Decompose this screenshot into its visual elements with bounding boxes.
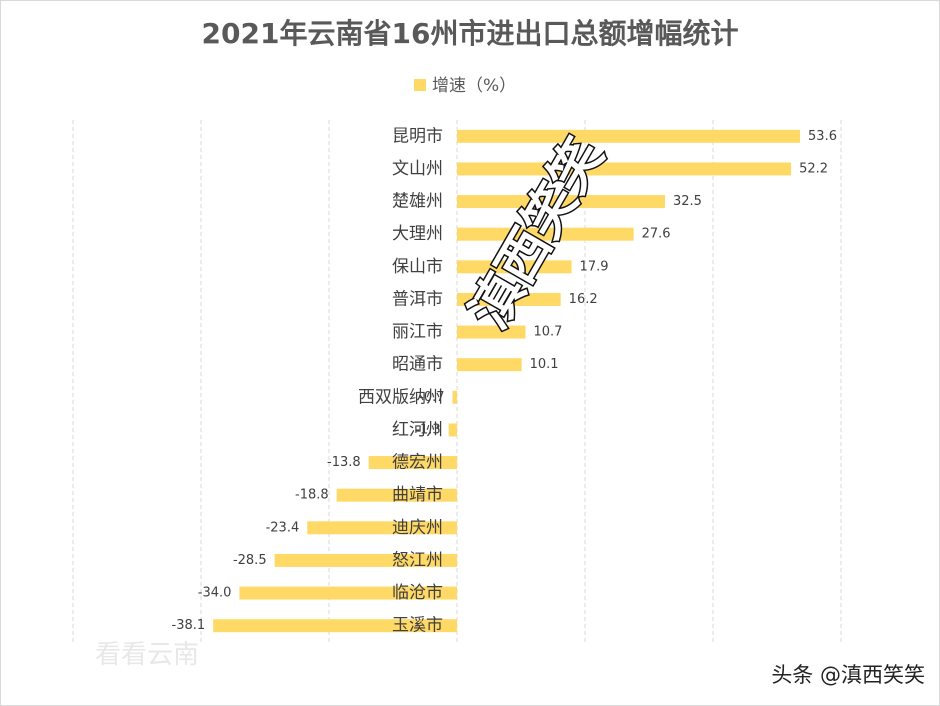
data-label: 27.6 bbox=[642, 227, 671, 242]
y-tick-label: 丽江市 bbox=[392, 322, 443, 342]
y-tick-label: 怒江州 bbox=[392, 550, 443, 570]
data-label: -13.8 bbox=[327, 455, 361, 470]
bar bbox=[452, 390, 457, 404]
data-label: -23.4 bbox=[266, 520, 300, 535]
data-label: -1.3 bbox=[415, 422, 440, 437]
bar bbox=[274, 553, 457, 567]
data-label: -38.1 bbox=[172, 618, 206, 633]
plot-area: 53.6 昆明市 52.2 文山州 32.5 楚雄州 27.6 大理州 17.9 保山市 16.2 普… bbox=[72, 120, 842, 642]
bar bbox=[457, 260, 572, 274]
bar bbox=[457, 195, 665, 209]
bar bbox=[239, 586, 457, 600]
bar bbox=[457, 358, 522, 372]
y-tick-label: 临沧市 bbox=[392, 583, 443, 603]
y-tick-label: 西双版纳州 bbox=[358, 387, 443, 407]
bar bbox=[213, 619, 457, 633]
data-label: 10.7 bbox=[533, 325, 562, 340]
y-tick-label: 红河州 bbox=[392, 420, 443, 440]
data-label: 32.5 bbox=[673, 194, 702, 209]
data-label: -18.8 bbox=[295, 488, 329, 503]
bar bbox=[336, 488, 457, 502]
bar bbox=[457, 292, 561, 306]
y-tick-label: 大理州 bbox=[392, 224, 443, 244]
bar bbox=[457, 129, 801, 143]
y-tick-label: 昆明市 bbox=[392, 126, 443, 146]
data-label: 52.2 bbox=[799, 161, 828, 176]
y-tick-label: 文山州 bbox=[392, 159, 443, 179]
y-tick-label: 曲靖市 bbox=[392, 485, 443, 505]
bar bbox=[368, 456, 457, 470]
y-tick-label: 玉溪市 bbox=[392, 616, 443, 636]
bar bbox=[457, 325, 526, 339]
bar bbox=[457, 227, 634, 241]
y-tick-label: 楚雄州 bbox=[392, 192, 443, 212]
y-tick-label: 德宏州 bbox=[392, 453, 443, 473]
legend-swatch bbox=[414, 79, 426, 91]
data-label: -0.7 bbox=[419, 390, 444, 405]
data-label: -28.5 bbox=[233, 553, 267, 568]
legend-label: 增速（%） bbox=[432, 76, 516, 96]
data-label: 16.2 bbox=[569, 292, 598, 307]
y-tick-label: 昭通市 bbox=[392, 355, 443, 375]
data-label: 10.1 bbox=[530, 357, 559, 372]
bar bbox=[457, 162, 792, 176]
bar bbox=[307, 521, 457, 535]
watermark: 头条 @滇西笑笑 bbox=[771, 663, 925, 687]
data-label: 53.6 bbox=[808, 129, 837, 144]
chart-title: 2021年云南省16州市进出口总额增幅统计 bbox=[202, 17, 739, 50]
y-tick-label: 保山市 bbox=[392, 257, 443, 277]
y-tick-label: 迪庆州 bbox=[392, 518, 443, 538]
y-tick-label: 普洱市 bbox=[392, 289, 443, 309]
data-label: 17.9 bbox=[580, 259, 609, 274]
data-label: -34.0 bbox=[198, 586, 232, 601]
bar bbox=[448, 423, 457, 437]
watermark: 看看云南 bbox=[95, 640, 199, 670]
